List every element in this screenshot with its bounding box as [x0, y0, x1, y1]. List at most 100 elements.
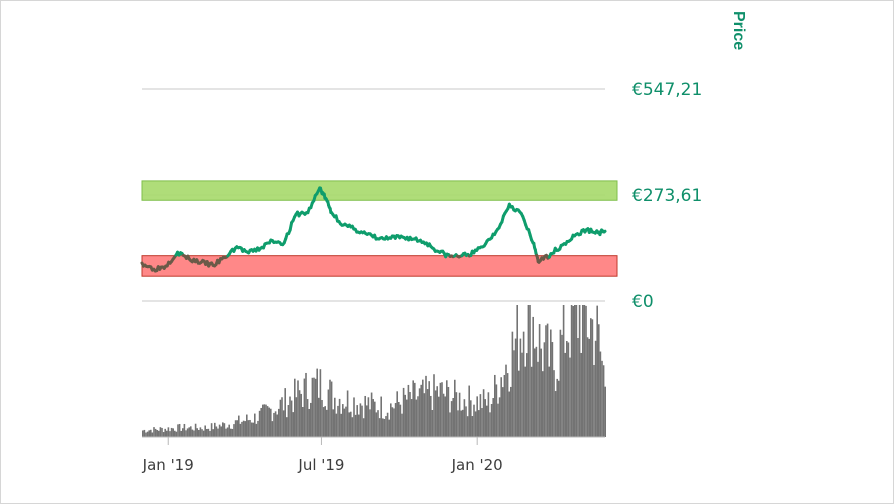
volume-bar [468, 385, 470, 437]
volume-bar [586, 337, 589, 437]
volume-bar [369, 409, 371, 437]
volume-bar [439, 382, 442, 437]
volume-bar [305, 372, 307, 437]
volume-bar [553, 370, 555, 437]
volume-bar [310, 402, 312, 437]
volume-bar [295, 397, 298, 437]
volume-bar [234, 420, 237, 437]
volume-bar [175, 431, 178, 437]
volume-bar [514, 338, 517, 437]
volume-bar [342, 404, 344, 437]
volume-bar [182, 428, 184, 437]
volume-bar [530, 366, 533, 437]
volume-bar [551, 342, 554, 437]
price-line[interactable] [140, 186, 607, 273]
volume-bar [414, 382, 416, 437]
volume-bar [297, 380, 299, 437]
y-tick-label: €547,21 [632, 80, 702, 100]
volume-bar [247, 420, 250, 437]
volume-bar [274, 411, 277, 437]
volume-bar [566, 341, 568, 437]
volume-bar [241, 421, 243, 437]
volume-bar [143, 429, 146, 437]
volume-bar [158, 430, 160, 437]
volume-bar [484, 399, 486, 437]
volume-bar [486, 405, 488, 437]
volume-bar [194, 423, 197, 437]
volume-bar [169, 431, 171, 437]
volume-bar [391, 407, 394, 437]
volume-bar [279, 399, 282, 437]
volume-bar [521, 352, 523, 437]
volume-bar [460, 410, 462, 437]
volume-bar [482, 389, 485, 437]
x-tick-labels: Jan '19 Jul '19 Jan '20 [142, 437, 503, 474]
volume-bar [497, 403, 499, 437]
volume-bar [351, 417, 354, 437]
volume-bar [526, 353, 528, 437]
volume-bar [570, 305, 573, 437]
volume-bar [580, 352, 582, 437]
volume-bar [217, 428, 219, 437]
volume-bar [444, 396, 446, 437]
volume-bar [244, 421, 246, 437]
volume-bar [500, 377, 502, 437]
volume-bar [262, 404, 264, 437]
volume-bar [303, 378, 306, 437]
volume-bar [428, 381, 430, 437]
volume-bar [273, 412, 275, 437]
volume-bar [308, 408, 310, 437]
volume-bar [511, 331, 514, 437]
volume-bar [340, 413, 342, 437]
volume-bar [230, 428, 232, 437]
volume-bar [423, 393, 426, 437]
price-zones [141, 180, 618, 277]
volume-bar [222, 422, 224, 437]
volume-bar [367, 397, 370, 437]
volume-bar [502, 387, 504, 437]
volume-bar [206, 428, 208, 437]
volume-bar [145, 432, 147, 437]
volume-bar [383, 418, 386, 437]
volume-bar [508, 391, 510, 437]
volume-bar [199, 427, 202, 437]
volume-bar [178, 423, 181, 437]
volume-bar [375, 412, 378, 437]
volume-bar [164, 428, 166, 437]
volume-bar [558, 380, 560, 437]
y-axis-title: Price [730, 11, 747, 50]
volume-bar [538, 324, 541, 437]
volume-bar [492, 398, 494, 437]
volume-bar [186, 428, 189, 437]
volume-bar [476, 396, 478, 437]
volume-bar [409, 392, 411, 437]
volume-bar [398, 402, 400, 437]
volume-bar [196, 428, 198, 437]
upper-band [141, 180, 618, 201]
volume-bar [554, 391, 557, 437]
volume-bar [156, 430, 158, 437]
volume-bar [542, 371, 544, 437]
volume-bar [362, 418, 365, 437]
volume-bar [159, 427, 162, 437]
volume-bar [260, 407, 262, 437]
volume-bar [447, 386, 450, 437]
volume-bar [300, 393, 302, 437]
volume-bar [426, 389, 429, 437]
volume-bar [441, 382, 443, 437]
volume-bar [466, 416, 469, 437]
volume-bar [236, 420, 238, 437]
volume-bar [154, 428, 157, 437]
volume-bar [527, 305, 530, 437]
volume-bar [519, 338, 522, 437]
volume-bar [471, 416, 474, 437]
volume-bar [402, 387, 405, 437]
volume-bar [358, 414, 360, 437]
volume-bar [271, 421, 274, 437]
volume-bar [263, 404, 266, 437]
volume-bar [265, 404, 267, 437]
volume-bar [218, 424, 221, 437]
volume-bar [146, 431, 149, 437]
volume-bar [366, 405, 368, 437]
volume-bar [380, 396, 382, 437]
